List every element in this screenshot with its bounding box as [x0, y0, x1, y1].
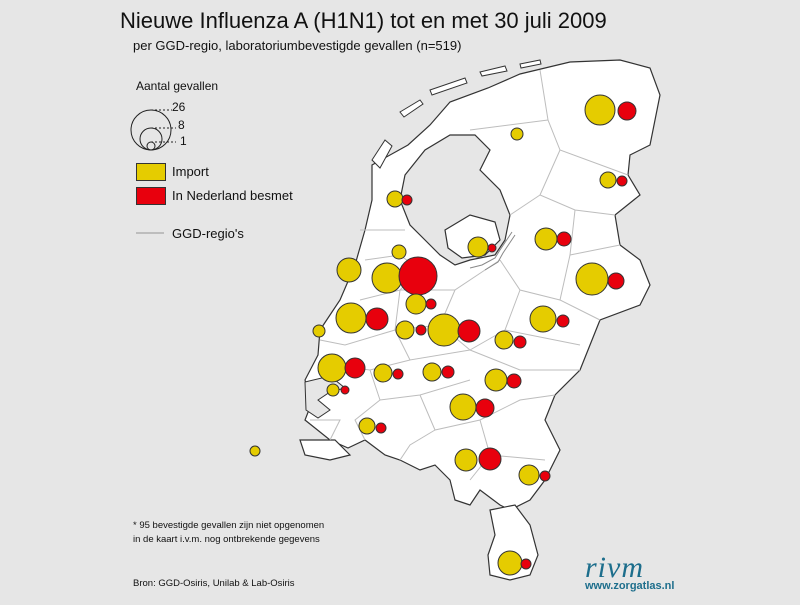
- import-bubble-21: [312, 324, 326, 338]
- legend-swatch-local: [136, 187, 166, 205]
- import-bubble-14: [336, 257, 362, 283]
- import-bubble-40: [449, 393, 477, 421]
- local-bubble-23: [415, 324, 427, 336]
- size-legend-circle-26: [130, 109, 172, 151]
- local-bubble-1: [617, 101, 637, 121]
- local-bubble-25: [457, 319, 481, 343]
- import-bubble-42: [358, 417, 376, 435]
- local-bubble-31: [344, 357, 366, 379]
- import-bubble-49: [497, 550, 523, 576]
- import-bubble-17: [405, 293, 427, 315]
- import-bubble-32: [326, 383, 340, 397]
- island-ameland: [479, 65, 508, 77]
- local-bubble-37: [441, 365, 455, 379]
- local-bubble-46: [478, 447, 502, 471]
- legend-label-local: In Nederland besmet: [172, 188, 293, 203]
- local-bubble-41: [475, 398, 495, 418]
- legend-size-label-1: 1: [180, 134, 187, 148]
- import-bubble-26: [529, 305, 557, 333]
- local-bubble-8: [556, 231, 572, 247]
- local-bubble-20: [365, 307, 389, 331]
- island-texel: [371, 139, 393, 169]
- import-bubble-28: [494, 330, 514, 350]
- legend-size-label-26: 26: [172, 100, 186, 114]
- local-bubble-13: [607, 272, 625, 290]
- legend-size-title: Aantal gevallen: [136, 79, 219, 93]
- import-bubble-22: [395, 320, 415, 340]
- legend-size-label-8: 8: [178, 118, 185, 132]
- import-bubble-45: [454, 448, 478, 472]
- local-bubble-16: [398, 256, 438, 296]
- local-bubble-35: [392, 368, 404, 380]
- import-bubble-30: [317, 353, 347, 383]
- legend-swatch-import: [136, 163, 166, 181]
- rivm-logo: rivm: [585, 551, 644, 584]
- size-legend-circles: [130, 109, 176, 151]
- footnote: * 95 bevestigde gevallen zijn niet opgen…: [133, 519, 324, 547]
- import-bubble-19: [335, 302, 367, 334]
- local-bubble-33: [340, 385, 350, 395]
- import-bubble-44: [249, 445, 261, 457]
- local-bubble-39: [506, 373, 522, 389]
- chart-subtitle: per GGD-regio, laboratoriumbevestigde ge…: [133, 38, 462, 53]
- local-bubble-48: [539, 470, 551, 482]
- import-bubble-24: [427, 313, 461, 347]
- import-bubble-0: [584, 94, 616, 126]
- import-bubble-10: [467, 236, 489, 258]
- local-bubble-11: [487, 243, 497, 253]
- local-bubble-43: [375, 422, 387, 434]
- local-bubble-29: [513, 335, 527, 349]
- import-bubble-38: [484, 368, 508, 392]
- chart-title: Nieuwe Influenza A (H1N1) tot en met 30 …: [120, 8, 607, 33]
- local-bubble-27: [556, 314, 570, 328]
- import-bubble-12: [575, 262, 609, 296]
- local-bubble-50: [520, 558, 532, 570]
- size-legend-circle-8: [139, 127, 163, 151]
- legend-label-import: Import: [172, 164, 209, 179]
- import-bubble-36: [422, 362, 442, 382]
- import-bubble-34: [373, 363, 393, 383]
- import-bubble-3: [599, 171, 617, 189]
- legend-label-region: GGD-regio's: [172, 226, 244, 241]
- import-bubble-47: [518, 464, 540, 486]
- zorgatlas-url: www.zorgatlas.nl: [585, 580, 675, 592]
- source-credit: Bron: GGD-Osiris, Unilab & Lab-Osiris: [133, 578, 295, 589]
- import-bubble-5: [386, 190, 404, 208]
- rivers: [469, 231, 516, 271]
- local-bubble-18: [425, 298, 437, 310]
- import-bubble-15: [371, 262, 403, 294]
- ggd-region-lines: [310, 69, 629, 481]
- local-bubble-6: [401, 194, 413, 206]
- island-schiermonnikoog: [519, 59, 542, 69]
- size-legend-circle-1: [146, 141, 156, 151]
- zeeland-flanders-outline: [299, 439, 352, 461]
- island-vlieland: [399, 99, 424, 118]
- local-bubble-4: [616, 175, 628, 187]
- island-terschelling: [429, 77, 468, 96]
- bubble-layer: [249, 94, 637, 576]
- footnote-line-1: * 95 bevestigde gevallen zijn niet opgen…: [133, 520, 325, 531]
- import-bubble-2: [510, 127, 524, 141]
- footnote-line-2: in de kaart i.v.m. nog ontbrekende gegev…: [133, 534, 320, 545]
- import-bubble-9: [391, 244, 407, 260]
- import-bubble-7: [534, 227, 558, 251]
